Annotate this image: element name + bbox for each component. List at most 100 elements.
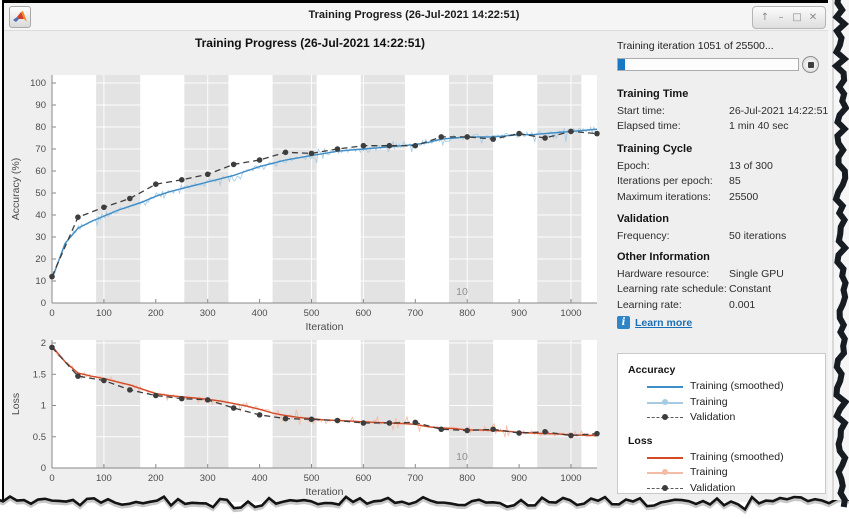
- info-row: Frequency: 50 iterations: [617, 230, 829, 245]
- info-row: Learning rate schedule: Constant: [617, 283, 829, 298]
- row-label: Hardware resource:: [617, 268, 710, 280]
- accuracy-smoothed-line-sample: [647, 386, 683, 388]
- legend-entry: Validation: [618, 481, 825, 497]
- svg-text:300: 300: [200, 308, 216, 319]
- svg-text:500: 500: [304, 308, 320, 319]
- legend-entry: Training: [618, 465, 825, 481]
- svg-text:200: 200: [148, 473, 164, 484]
- diamond-marker-icon: [662, 398, 668, 405]
- svg-text:1.5: 1.5: [33, 369, 46, 380]
- circle-marker-icon: [662, 414, 668, 420]
- section-training-time: Training Time Start time: 26-Jul-2021 14…: [617, 88, 829, 136]
- close-button[interactable]: ✕: [805, 9, 821, 26]
- legend-label: Training (smoothed): [690, 380, 784, 392]
- svg-text:0: 0: [41, 463, 46, 474]
- row-value: 25500: [729, 190, 759, 203]
- svg-text:300: 300: [200, 473, 216, 484]
- loss-chart: 0 100 200 300 400 500 600 700 800 900 1000 0 0.5 1 1.5…: [4, 333, 616, 503]
- svg-text:600: 600: [355, 308, 371, 319]
- row-value: 0.001: [729, 298, 756, 311]
- info-row: Hardware resource: Single GPU: [617, 268, 829, 283]
- training-progress-bar: [617, 58, 799, 71]
- row-label: Elapsed time:: [617, 120, 681, 133]
- info-row: Maximum iterations: 25500: [617, 191, 829, 206]
- row-value: 13 of 300: [729, 160, 773, 172]
- info-row: Start time: 26-Jul-2021 14:22:51: [617, 105, 829, 120]
- learn-more-label: Learn more: [635, 316, 693, 329]
- info-row: Learning rate: 0.001: [617, 299, 829, 314]
- row-value: 85: [729, 175, 741, 188]
- accuracy-chart: 0 100 200 300 400 500 600 700 800 900 1000 0 10 20 30 4…: [4, 63, 616, 335]
- svg-text:500: 500: [304, 473, 320, 484]
- svg-text:400: 400: [252, 308, 268, 319]
- svg-text:80: 80: [35, 122, 46, 133]
- svg-text:50: 50: [35, 188, 46, 199]
- legend-label: Validation: [690, 481, 736, 494]
- figure-title: Training Progress (26-Jul-2021 14:22:51): [194, 36, 426, 50]
- iteration-status: Training iteration 1051 of 25500...: [617, 40, 774, 52]
- legend-label: Training: [690, 466, 728, 478]
- svg-text:2: 2: [41, 338, 46, 349]
- info-icon: i: [617, 316, 630, 329]
- svg-text:20: 20: [35, 254, 46, 265]
- svg-text:800: 800: [459, 473, 475, 484]
- row-label: Learning rate:: [617, 298, 682, 311]
- svg-text:40: 40: [35, 210, 46, 221]
- legend-group-title: Accuracy: [628, 364, 676, 376]
- float-window-button[interactable]: ↑: [757, 9, 773, 26]
- maximize-button[interactable]: □: [789, 9, 805, 26]
- svg-text:90: 90: [35, 100, 46, 111]
- section-training-cycle: Training Cycle Epoch: 13 of 300 Iteratio…: [617, 143, 829, 206]
- minimize-button[interactable]: –: [773, 9, 789, 26]
- legend-entry: Training (smoothed): [618, 450, 825, 466]
- row-label: Iterations per epoch:: [617, 175, 713, 188]
- epoch-number-label: 10: [456, 286, 468, 298]
- legend-box: Accuracy Training (smoothed) Training Va…: [617, 353, 826, 494]
- legend-entry: Training: [618, 395, 825, 411]
- info-row: Iterations per epoch: 85: [617, 175, 829, 190]
- svg-text:0: 0: [49, 473, 54, 484]
- svg-text:1000: 1000: [560, 308, 581, 319]
- stop-training-button[interactable]: [802, 56, 819, 73]
- section-heading: Training Time: [617, 88, 689, 100]
- section-validation: Validation Frequency: 50 iterations: [617, 213, 829, 245]
- svg-text:10: 10: [35, 276, 46, 287]
- section-other-information: Other Information Hardware resource: Sin…: [617, 251, 829, 314]
- svg-text:100: 100: [96, 473, 112, 484]
- info-row: Epoch: 13 of 300: [617, 160, 829, 175]
- legend-label: Validation: [690, 411, 736, 423]
- legend-entry: Validation: [618, 410, 825, 426]
- learn-more-link[interactable]: i Learn more: [617, 316, 692, 329]
- svg-text:30: 30: [35, 232, 46, 243]
- matlab-icon-button[interactable]: [9, 6, 31, 28]
- matlab-logo-icon: [10, 11, 30, 25]
- legend-label: Training (smoothed): [690, 450, 784, 463]
- epoch-number-label: 10: [456, 451, 468, 463]
- svg-text:900: 900: [511, 473, 527, 484]
- legend-entry: Training (smoothed): [618, 379, 825, 395]
- svg-text:100: 100: [96, 308, 112, 319]
- training-progress-window: Training Progress (26-Jul-2021 14:22:51)…: [2, 0, 838, 502]
- diamond-marker-icon: [662, 469, 668, 475]
- svg-text:0: 0: [49, 308, 54, 319]
- svg-text:70: 70: [35, 144, 46, 155]
- svg-text:400: 400: [252, 473, 268, 484]
- section-heading: Other Information: [617, 251, 710, 263]
- row-label: Start time:: [617, 105, 665, 117]
- section-heading: Training Cycle: [617, 143, 693, 155]
- svg-text:60: 60: [35, 166, 46, 177]
- window-controls: ↑ – □ ✕: [752, 6, 826, 29]
- legend-group-title: Loss: [628, 434, 653, 447]
- svg-text:100: 100: [30, 78, 46, 89]
- svg-text:700: 700: [407, 308, 423, 319]
- row-label: Learning rate schedule:: [617, 283, 727, 296]
- progress-bar-fill: [618, 59, 626, 70]
- svg-text:1000: 1000: [560, 473, 581, 484]
- row-value: 26-Jul-2021 14:22:51: [729, 105, 829, 117]
- circle-marker-icon: [662, 484, 668, 491]
- info-row: Elapsed time: 1 min 40 sec: [617, 120, 829, 135]
- row-value: Single GPU: [729, 268, 784, 280]
- legend-label: Training: [690, 395, 728, 408]
- svg-text:Accuracy (%): Accuracy (%): [10, 158, 22, 220]
